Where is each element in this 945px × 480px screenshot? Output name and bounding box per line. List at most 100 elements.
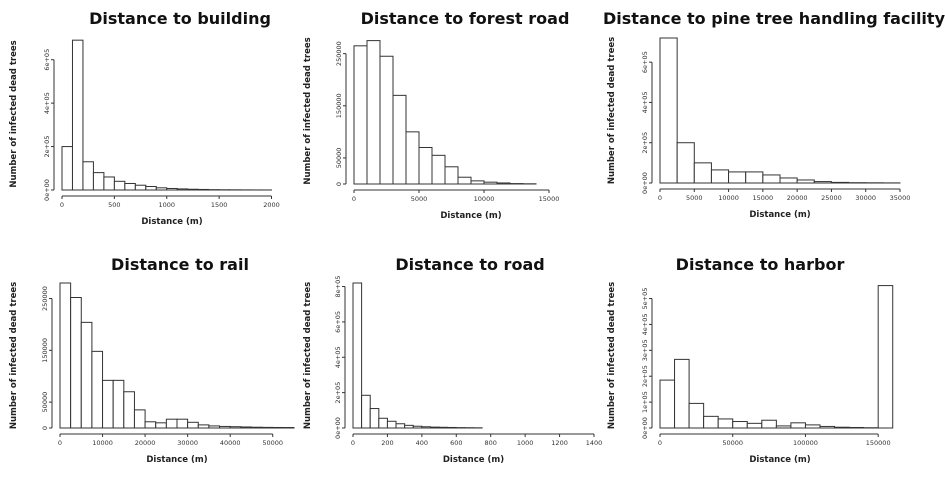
- y-tick-label: 4e+05: [334, 346, 342, 368]
- x-tick-label: 15000: [539, 195, 560, 203]
- histogram-bar: [413, 426, 422, 428]
- y-tick-label: 0e+00: [641, 172, 649, 194]
- histogram-bar: [660, 38, 677, 183]
- bars-group: [354, 41, 536, 184]
- histogram-bar: [733, 422, 748, 428]
- histogram-bar: [694, 163, 711, 183]
- histogram-bar: [439, 427, 448, 428]
- histogram-bar: [430, 427, 439, 428]
- histogram-bar: [831, 182, 848, 183]
- histogram-bar: [362, 395, 371, 428]
- chart-pine-facility: Distance to pine tree handling facility0…: [600, 0, 945, 237]
- histogram-bar: [791, 423, 806, 428]
- histogram-bar: [484, 182, 497, 184]
- histogram-bar: [62, 147, 72, 190]
- y-axis-label: Number of infected dead trees: [607, 282, 617, 429]
- histogram-bar: [497, 183, 510, 184]
- chart-title: Distance to road: [395, 255, 544, 274]
- x-axis-label: Distance (m): [749, 455, 810, 465]
- x-tick-label: 5000: [686, 194, 703, 202]
- x-tick-label: 200: [381, 439, 393, 447]
- x-tick-label: 15000: [753, 194, 774, 202]
- x-tick-label: 500: [108, 201, 120, 209]
- histogram-bar: [805, 425, 820, 428]
- y-tick-label: 50000: [41, 392, 49, 413]
- y-tick-label: 4e+05: [43, 92, 51, 114]
- histogram-bar: [379, 418, 388, 428]
- chart-building: Distance to building0e+002e+054e+056e+05…: [0, 0, 315, 237]
- histogram-bar: [367, 41, 380, 184]
- histogram-bar: [675, 359, 690, 428]
- histogram-bar: [273, 427, 284, 428]
- x-tick-label: 20000: [135, 439, 156, 447]
- y-axis-label: Number of infected dead trees: [607, 37, 617, 184]
- y-tick-label: 3e+05: [641, 339, 649, 361]
- histogram-bar: [370, 409, 379, 428]
- histogram-bar: [419, 148, 432, 185]
- y-tick-label: 150000: [335, 93, 343, 118]
- bars-group: [62, 40, 272, 190]
- histogram-bar: [711, 170, 728, 183]
- histogram-bar: [405, 425, 414, 428]
- histogram-bar: [125, 183, 135, 190]
- histogram-bar: [146, 187, 156, 190]
- histogram-bar: [220, 426, 231, 428]
- y-tick-label: 6e+05: [641, 51, 649, 73]
- histogram-bar: [114, 181, 124, 190]
- x-axis-label: Distance (m): [146, 455, 207, 465]
- x-axis-label: Distance (m): [440, 211, 501, 221]
- x-axis-label: Distance (m): [141, 217, 202, 227]
- histogram-bar: [729, 172, 746, 183]
- histogram-bar: [763, 175, 780, 183]
- x-tick-label: 1000: [517, 439, 534, 447]
- histogram-bar: [113, 380, 124, 428]
- histogram-bar: [393, 95, 406, 184]
- x-tick-label: 10000: [92, 439, 113, 447]
- y-tick-label: 2e+05: [43, 136, 51, 158]
- y-axis-label: Number of infected dead trees: [303, 282, 313, 429]
- y-tick-label: 6e+05: [334, 311, 342, 333]
- chart-harbor: Distance to harbor0e+001e+052e+053e+054e…: [600, 238, 945, 475]
- histogram-bar: [177, 189, 187, 190]
- x-tick-label: 20000: [787, 194, 808, 202]
- histogram-bar: [251, 427, 262, 428]
- x-tick-label: 40000: [220, 439, 241, 447]
- x-tick-label: 0: [658, 439, 662, 447]
- histogram-bar: [776, 426, 791, 428]
- histogram-bar: [145, 422, 156, 428]
- histogram-bar: [93, 173, 103, 190]
- x-tick-label: 400: [416, 439, 428, 447]
- y-tick-label: 2e+05: [641, 132, 649, 154]
- histogram-bar: [820, 426, 835, 428]
- histogram-bar: [60, 283, 71, 428]
- x-tick-label: 35000: [890, 194, 911, 202]
- histogram-bar: [814, 182, 831, 183]
- histogram-bar: [704, 416, 719, 428]
- bars-group: [60, 283, 294, 428]
- bars-group: [353, 283, 482, 428]
- y-tick-label: 0e+00: [43, 179, 51, 201]
- histogram-bar: [167, 188, 177, 190]
- histogram-bar: [445, 167, 458, 184]
- chart-title: Distance to forest road: [361, 9, 570, 28]
- histogram-bar: [396, 424, 405, 428]
- histogram-bar: [92, 351, 103, 428]
- y-tick-label: 1e+05: [641, 391, 649, 413]
- x-tick-label: 100000: [793, 439, 818, 447]
- histogram-bar: [188, 422, 199, 428]
- chart-title: Distance to harbor: [676, 255, 845, 274]
- histogram-bar: [746, 172, 763, 183]
- x-tick-label: 0: [351, 439, 355, 447]
- histogram-bar: [230, 427, 241, 428]
- x-tick-label: 1200: [551, 439, 568, 447]
- histogram-bar: [797, 180, 814, 183]
- x-axis-label: Distance (m): [443, 455, 504, 465]
- histogram-bar: [241, 427, 252, 428]
- histogram-bar: [209, 426, 220, 428]
- histogram-bar: [156, 423, 167, 428]
- histogram-bar: [135, 185, 145, 190]
- histogram-bar: [177, 419, 188, 428]
- histogram-bar: [104, 177, 114, 190]
